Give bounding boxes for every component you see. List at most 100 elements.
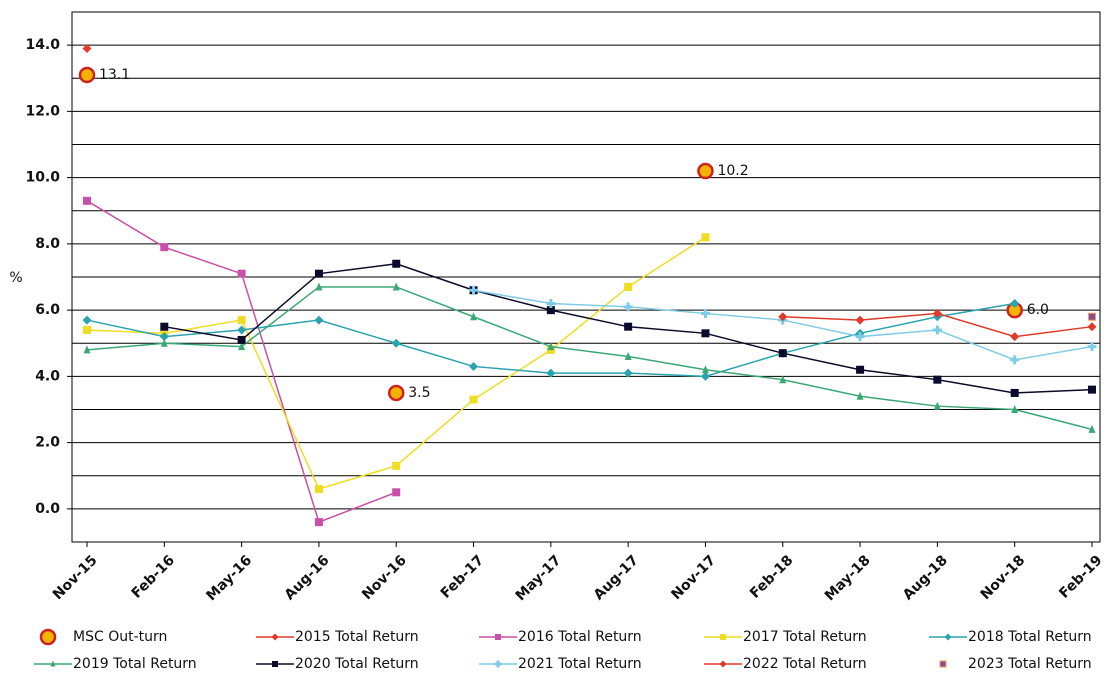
marker (944, 633, 952, 641)
marker (933, 375, 942, 384)
marker (778, 349, 787, 358)
legend-label: 2015 Total Return (295, 629, 419, 645)
series (82, 43, 92, 53)
marker (271, 633, 279, 641)
marker (697, 162, 714, 180)
marker (391, 338, 401, 348)
marker (855, 332, 865, 342)
marker (237, 335, 246, 344)
x-tick-label: Feb-16 (129, 552, 178, 601)
y-tick-label: 10.0 (25, 170, 60, 186)
marker (387, 384, 405, 402)
marker (933, 401, 941, 410)
legend-label: 2022 Total Return (743, 656, 867, 672)
marker (700, 308, 710, 318)
marker (855, 315, 865, 325)
marker (1087, 342, 1097, 352)
marker (237, 269, 246, 278)
marker (932, 308, 942, 318)
marker (1088, 385, 1096, 394)
series (1088, 312, 1096, 321)
marker (83, 196, 91, 205)
legend-label: 2021 Total Return (518, 656, 642, 672)
marker (83, 326, 91, 334)
marker (1010, 332, 1020, 342)
marker (932, 325, 942, 335)
series (160, 259, 1096, 397)
marker (392, 461, 401, 470)
y-tick-label: 4.0 (35, 368, 60, 384)
legend-label: 2016 Total Return (518, 629, 642, 645)
marker (469, 395, 478, 404)
marker (1010, 355, 1020, 365)
marker (547, 342, 555, 351)
marker (624, 282, 633, 291)
x-tick-label: Feb-18 (747, 552, 796, 601)
x-tick-label: Nov-16 (359, 552, 410, 603)
series (778, 308, 1097, 342)
marker (237, 316, 246, 325)
legend-label: 2017 Total Return (743, 629, 867, 645)
series-line (86, 236, 706, 490)
marker (701, 365, 709, 374)
marker (720, 634, 726, 640)
marker (495, 634, 501, 640)
y-tick-label: 8.0 (35, 236, 60, 252)
marker (779, 375, 787, 384)
legend-item: 2019 Total Return (34, 656, 197, 672)
marker (314, 269, 323, 278)
marker (624, 352, 632, 360)
marker (39, 628, 57, 646)
marker (1088, 424, 1096, 433)
marker (700, 371, 710, 381)
data-label: 3.5 (408, 385, 430, 401)
series: 13.1 3.5 10.2 6.0 (78, 66, 1049, 402)
marker (856, 391, 864, 400)
marker (701, 329, 710, 338)
marker (160, 338, 168, 347)
marker (469, 361, 479, 371)
marker (314, 315, 324, 325)
series-line (86, 302, 1015, 378)
marker (82, 43, 92, 53)
marker (939, 660, 947, 668)
legend-label: MSC Out-turn (73, 629, 167, 645)
legend-item: MSC Out-turn (39, 628, 167, 646)
marker (494, 660, 502, 668)
marker (1010, 299, 1020, 308)
marker (546, 299, 556, 308)
x-tick-label: Feb-19 (1056, 552, 1105, 601)
marker (83, 345, 91, 354)
marker (623, 302, 633, 312)
legend-item: 2020 Total Return (256, 656, 419, 672)
data-label: 10.2 (717, 163, 748, 179)
marker (159, 332, 169, 342)
x-tick-label: Feb-17 (438, 552, 487, 601)
x-tick-label: Nov-18 (978, 552, 1029, 603)
legend-item: 2016 Total Return (479, 629, 642, 645)
marker (392, 488, 401, 497)
marker (392, 259, 401, 268)
marker (701, 233, 710, 242)
series (83, 196, 401, 527)
y-tick-label: 12.0 (25, 103, 60, 119)
marker (1011, 405, 1019, 413)
x-tick-label: May-17 (513, 552, 565, 604)
x-tick-label: Aug-18 (900, 552, 951, 603)
x-tick-label: Aug-17 (591, 552, 642, 603)
marker (238, 342, 246, 351)
plot-area (71, 11, 1101, 543)
marker (237, 325, 247, 335)
data-label: 6.0 (1027, 302, 1049, 318)
y-tick-label: 6.0 (35, 302, 60, 318)
legend-label: 2019 Total Return (73, 656, 197, 672)
x-tick-label: May-16 (203, 552, 255, 604)
legend-item: 2022 Total Return (704, 656, 867, 672)
marker (856, 365, 865, 374)
series (83, 233, 710, 493)
x-tick-label: Aug-16 (282, 552, 333, 603)
series-line (86, 200, 397, 524)
marker (719, 660, 727, 668)
legend-item: 2023 Total Return (939, 656, 1092, 672)
